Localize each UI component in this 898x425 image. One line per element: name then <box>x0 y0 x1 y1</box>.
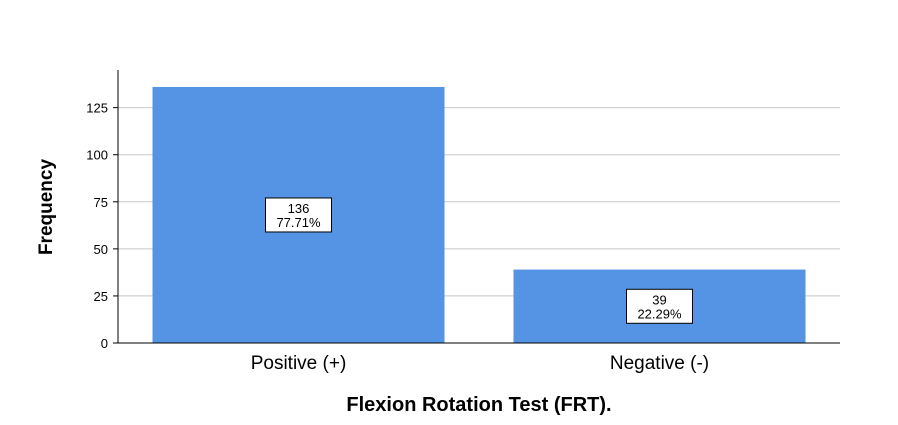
y-tick-label: 0 <box>101 336 108 351</box>
data-label-count: 39 <box>652 292 666 307</box>
data-label-box <box>626 288 693 324</box>
x-category-label: Negative (-) <box>610 353 709 374</box>
x-category-label: Positive (+) <box>251 353 347 374</box>
data-label-percent: 22.29% <box>637 306 682 321</box>
data-label-percent: 77.71% <box>276 215 321 230</box>
y-tick-label: 25 <box>94 289 108 304</box>
data-label-box <box>265 197 332 233</box>
y-tick-label: 75 <box>94 195 108 210</box>
data-label-count: 136 <box>288 201 310 216</box>
x-axis-title: Flexion Rotation Test (FRT). <box>346 394 611 416</box>
x-category-labels: Positive (+) Negative (-) <box>251 353 709 374</box>
y-axis-title: Frequency <box>36 159 57 256</box>
y-tick-label: 50 <box>94 242 108 257</box>
y-tick-labels: 0 25 50 75 100 125 <box>86 101 118 351</box>
bars <box>152 86 806 343</box>
y-tick-label: 125 <box>86 101 108 116</box>
y-tick-label: 100 <box>86 148 108 163</box>
